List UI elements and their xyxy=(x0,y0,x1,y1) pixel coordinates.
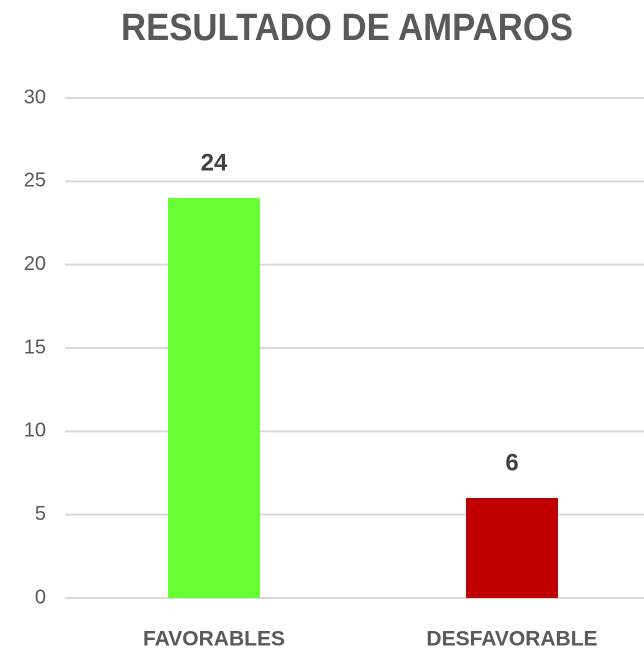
y-tick-label: 25 xyxy=(24,170,46,192)
y-tick-label: 20 xyxy=(24,253,46,275)
bar xyxy=(168,198,260,598)
data-label: 24 xyxy=(201,149,228,176)
x-tick-label: FAVORABLES xyxy=(143,628,285,651)
bar xyxy=(466,498,558,598)
data-label: 6 xyxy=(505,449,518,476)
y-tick-label: 0 xyxy=(35,586,46,608)
y-tick-label: 5 xyxy=(35,503,46,525)
x-tick-label: DESFAVORABLE xyxy=(426,628,597,651)
y-tick-label: 15 xyxy=(24,336,46,358)
y-tick-label: 30 xyxy=(24,86,46,108)
y-tick-label: 10 xyxy=(24,420,46,442)
chart-title: RESULTADO DE AMPAROS xyxy=(121,7,573,49)
